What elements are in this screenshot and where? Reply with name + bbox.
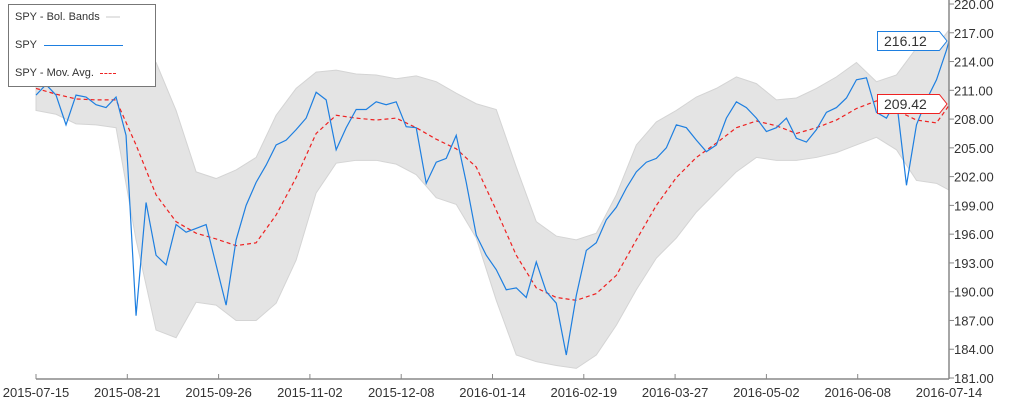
x-tick-label: 2015-11-02 [277, 385, 343, 400]
x-tick-label: 2016-05-02 [733, 385, 800, 400]
y-tick-label: 211.00 [954, 83, 993, 98]
y-tick-label: 196.00 [954, 227, 994, 242]
legend-swatch-spy [44, 44, 124, 46]
spy-last-value: 216.12 [884, 33, 927, 49]
y-tick-label: 193.00 [954, 256, 994, 271]
mavg-last-value: 209.42 [884, 96, 927, 112]
x-tick-label: 2016-06-08 [824, 385, 891, 400]
y-tick-label: 217.00 [954, 26, 994, 41]
y-tick-label: 208.00 [954, 112, 994, 127]
spy-price-line [35, 41, 950, 356]
y-tick-label: 184.00 [954, 342, 994, 357]
spy-last-value-tag: 216.12 [877, 31, 948, 51]
x-tick-label: 2015-07-15 [3, 385, 70, 400]
legend-label-mavg: SPY - Mov. Avg. [15, 67, 94, 79]
legend-label-spy: SPY [15, 39, 38, 51]
y-tick-label: 214.00 [954, 55, 994, 70]
bollinger-band-area [35, 28, 950, 369]
series-lines [35, 41, 950, 356]
y-tick-label: 199.00 [954, 198, 994, 213]
mavg-last-value-tag: 209.42 [877, 94, 948, 114]
legend-item-bands: SPY - Bol. Bands [15, 11, 120, 23]
x-tick-label: 2016-01-14 [459, 385, 526, 400]
x-tick-label: 2016-03-27 [642, 385, 709, 400]
y-tick-label: 181.00 [954, 371, 994, 386]
legend-item-mavg: SPY - Mov. Avg. [15, 67, 116, 79]
y-tick-label: 220.00 [954, 0, 994, 12]
y-tick-label: 190.00 [954, 285, 994, 300]
legend-item-spy: SPY [15, 39, 124, 51]
moving-average-line [35, 87, 950, 301]
y-tick-label: 202.00 [954, 170, 994, 185]
legend-label-bands: SPY - Bol. Bands [15, 11, 100, 23]
legend-swatch-mavg [99, 72, 116, 74]
legend: SPY - Bol. Bands SPY SPY - Mov. Avg. [8, 4, 156, 87]
y-tick-label: 187.00 [954, 313, 994, 328]
axes: 2015-07-15 2015-08-21 2015-09-26 2015-11-02… [3, 0, 994, 400]
legend-swatch-bands [105, 16, 120, 18]
x-tick-label: 2016-02-19 [551, 385, 618, 400]
x-tick-label: 2016-07-14 [916, 385, 983, 400]
bollinger-bands [35, 28, 950, 369]
x-tick-label: 2015-09-26 [185, 385, 252, 400]
y-tick-label: 205.00 [954, 141, 994, 156]
x-tick-label: 2015-12-08 [368, 385, 435, 400]
x-tick-label: 2015-08-21 [94, 385, 161, 400]
